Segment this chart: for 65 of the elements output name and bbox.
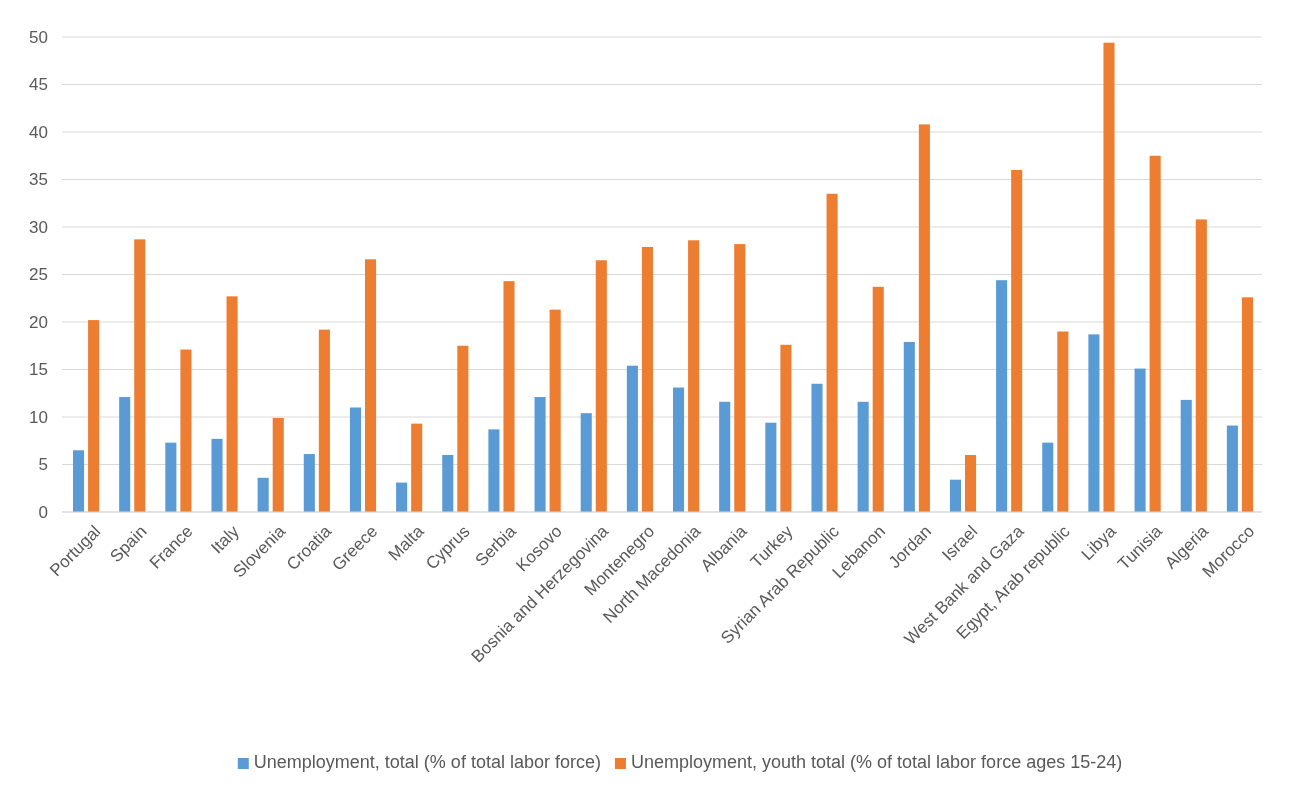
bar: [1195, 219, 1207, 512]
bar: [211, 438, 223, 512]
bar: [688, 240, 700, 512]
bar: [811, 383, 823, 512]
bar: [780, 344, 792, 512]
bar: [1057, 331, 1069, 512]
bar: [349, 407, 361, 512]
bar: [73, 450, 85, 512]
bar: [442, 455, 454, 512]
bar: [595, 260, 607, 512]
y-tick-label: 15: [29, 360, 48, 380]
bar: [411, 423, 423, 512]
bar: [949, 479, 961, 512]
bar: [88, 320, 100, 512]
bar: [226, 296, 238, 512]
bar: [580, 413, 592, 512]
bar: [903, 341, 915, 512]
bar: [1241, 297, 1253, 512]
bar: [626, 365, 638, 512]
bar: [996, 280, 1008, 512]
y-tick-label: 25: [29, 265, 48, 285]
bar: [396, 482, 408, 512]
bar: [119, 397, 131, 512]
bar: [1103, 42, 1115, 512]
y-tick-label: 40: [29, 122, 48, 142]
bar: [826, 193, 838, 512]
bar: [165, 442, 177, 512]
y-tick-label: 35: [29, 170, 48, 190]
legend-label: Unemployment, youth total (% of total labor force ages 15-24): [630, 752, 1123, 772]
bar: [1042, 442, 1054, 512]
bar: [1134, 368, 1146, 512]
bar: [503, 281, 515, 512]
bar: [965, 455, 977, 512]
bar: [641, 246, 653, 512]
bar: [303, 454, 315, 512]
bar: [918, 124, 930, 512]
bar: [1149, 155, 1161, 512]
y-tick-label: 30: [29, 217, 48, 237]
bar: [488, 429, 500, 512]
bar: [765, 422, 777, 512]
bar: [857, 401, 869, 512]
y-tick-label: 45: [29, 75, 48, 95]
y-tick-label: 50: [29, 27, 48, 47]
bar: [534, 397, 546, 512]
bar: [1226, 425, 1238, 512]
bar: [549, 309, 561, 512]
bar: [134, 239, 146, 512]
bar: [180, 349, 192, 512]
bar: [1011, 170, 1023, 512]
y-tick-label: 5: [38, 455, 48, 475]
bar: [1180, 399, 1192, 512]
bar: [734, 244, 746, 512]
bar: [719, 401, 731, 512]
bar: [365, 259, 377, 512]
y-tick-label: 0: [38, 502, 48, 522]
bar: [318, 329, 330, 512]
bar: [673, 387, 685, 512]
bar: [1088, 334, 1100, 512]
y-tick-label: 10: [29, 407, 48, 427]
bar: [457, 345, 469, 512]
y-tick-label: 20: [29, 312, 48, 332]
bar: [272, 417, 284, 512]
bar: [257, 477, 269, 512]
legend-label: Unemployment, total (% of total labor force): [253, 752, 601, 772]
bar: [872, 286, 884, 512]
